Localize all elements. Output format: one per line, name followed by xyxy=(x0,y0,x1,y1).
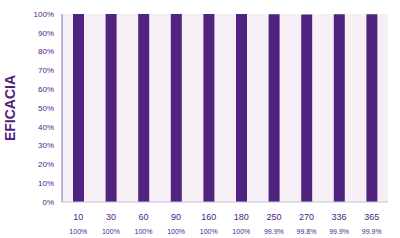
svg-text:100%: 100% xyxy=(34,10,54,19)
svg-text:270: 270 xyxy=(299,212,314,222)
svg-text:100%: 100% xyxy=(69,228,87,235)
svg-text:40%: 40% xyxy=(38,123,54,132)
svg-text:50%: 50% xyxy=(38,104,54,113)
svg-text:90: 90 xyxy=(171,212,181,222)
svg-text:70%: 70% xyxy=(38,66,54,75)
svg-text:100%: 100% xyxy=(232,228,250,235)
svg-text:60%: 60% xyxy=(38,85,54,94)
svg-text:0%: 0% xyxy=(42,198,54,207)
svg-text:EFICACIA: EFICACIA xyxy=(8,75,18,141)
svg-text:180: 180 xyxy=(234,212,249,222)
svg-text:99.9%: 99.9% xyxy=(264,228,284,235)
svg-text:60: 60 xyxy=(138,212,148,222)
svg-text:336: 336 xyxy=(332,212,347,222)
svg-text:100%: 100% xyxy=(102,228,120,235)
svg-text:80%: 80% xyxy=(38,47,54,56)
svg-text:365: 365 xyxy=(364,212,379,222)
svg-text:10%: 10% xyxy=(38,179,54,188)
svg-text:90%: 90% xyxy=(38,29,54,38)
svg-text:250: 250 xyxy=(266,212,281,222)
svg-text:10: 10 xyxy=(73,212,83,222)
svg-text:99.9%: 99.9% xyxy=(362,228,382,235)
svg-text:30: 30 xyxy=(106,212,116,222)
svg-text:100%: 100% xyxy=(167,228,185,235)
svg-text:99.9%: 99.9% xyxy=(329,228,349,235)
svg-text:99.8%: 99.8% xyxy=(297,228,317,235)
svg-text:20%: 20% xyxy=(38,160,54,169)
svg-text:30%: 30% xyxy=(38,141,54,150)
svg-text:100%: 100% xyxy=(200,228,218,235)
svg-text:100%: 100% xyxy=(135,228,153,235)
svg-text:160: 160 xyxy=(201,212,216,222)
